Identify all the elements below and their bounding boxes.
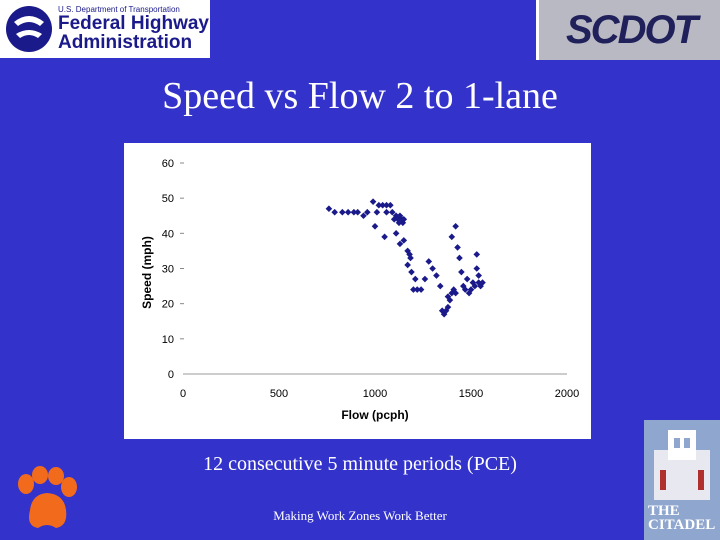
data-point bbox=[475, 272, 482, 279]
data-point bbox=[448, 233, 456, 241]
data-point bbox=[436, 282, 444, 290]
data-point bbox=[465, 289, 473, 297]
data-point bbox=[460, 282, 467, 290]
y-axis-label: Speed (mph) bbox=[140, 236, 154, 309]
data-point bbox=[383, 208, 390, 216]
citadel-line1: THE bbox=[648, 503, 680, 519]
data-point bbox=[421, 275, 429, 283]
x-tick-label: 0 bbox=[180, 388, 186, 400]
data-point bbox=[369, 198, 377, 205]
x-axis-label: Flow (pcph) bbox=[341, 408, 408, 422]
data-point bbox=[452, 223, 459, 230]
data-point bbox=[392, 230, 400, 237]
scdot-text: SCDOT bbox=[566, 7, 698, 52]
data-point bbox=[461, 286, 469, 293]
x-tick-label: 500 bbox=[270, 388, 288, 400]
data-point bbox=[395, 219, 403, 227]
y-tick-label: 60 bbox=[162, 158, 174, 170]
data-point bbox=[438, 307, 446, 314]
data-point bbox=[458, 268, 465, 276]
y-tick-label: 20 bbox=[162, 299, 174, 311]
data-point bbox=[354, 208, 362, 216]
data-point bbox=[425, 258, 433, 265]
data-point bbox=[350, 208, 358, 216]
data-point bbox=[399, 219, 407, 227]
data-point bbox=[479, 279, 486, 286]
data-point bbox=[463, 275, 471, 283]
data-point bbox=[456, 254, 463, 262]
y-tick-label: 10 bbox=[162, 334, 174, 346]
data-point bbox=[364, 208, 371, 216]
data-point bbox=[325, 205, 333, 213]
data-point bbox=[469, 279, 477, 286]
data-point bbox=[477, 282, 484, 290]
data-point bbox=[371, 223, 379, 230]
data-point bbox=[339, 208, 346, 216]
slide-footer: Making Work Zones Work Better bbox=[273, 508, 447, 523]
data-point bbox=[444, 293, 452, 300]
data-point bbox=[375, 201, 383, 209]
fhwa-emblem-icon bbox=[6, 6, 52, 52]
data-point bbox=[331, 208, 338, 216]
data-point bbox=[381, 233, 388, 241]
y-tick-label: 0 bbox=[168, 369, 174, 381]
scdot-logo: SCDOT bbox=[536, 0, 720, 60]
chart-panel: 0 10 20 30 40 50 60 0 500 1000 1500 2000 Flow (pcph)… bbox=[124, 143, 591, 439]
fhwa-line1: Federal Highway bbox=[58, 13, 209, 34]
citadel-tower-icon bbox=[654, 430, 710, 500]
data-point bbox=[344, 208, 352, 216]
data-point bbox=[387, 201, 394, 209]
data-point bbox=[417, 286, 425, 293]
data-point bbox=[396, 212, 404, 220]
citadel-line2: CITADEL bbox=[648, 517, 716, 533]
data-point bbox=[446, 296, 454, 304]
speed-flow-chart: 0 10 20 30 40 50 60 0 500 1000 1500 2000 Flow (pcph)… bbox=[140, 158, 579, 422]
slide-title: Speed vs Flow 2 to 1-lane bbox=[162, 75, 558, 117]
data-point bbox=[442, 307, 450, 314]
fhwa-logo: U.S. Department of Transportation Federa… bbox=[0, 0, 210, 58]
y-tick-label: 40 bbox=[162, 228, 174, 240]
data-point bbox=[473, 251, 481, 258]
data-point bbox=[452, 289, 459, 297]
citadel-logo: THE CITADEL bbox=[644, 420, 720, 540]
data-point bbox=[429, 265, 436, 272]
x-tick-label: 2000 bbox=[555, 388, 579, 400]
data-point bbox=[404, 261, 411, 269]
data-point bbox=[444, 303, 452, 311]
data-point bbox=[412, 275, 419, 283]
y-tick-label: 30 bbox=[162, 264, 174, 276]
x-tick-label: 1000 bbox=[363, 388, 387, 400]
data-point bbox=[454, 244, 461, 251]
data-point bbox=[400, 237, 408, 244]
data-point bbox=[448, 289, 456, 297]
data-point bbox=[392, 212, 400, 220]
slide-subtitle: 12 consecutive 5 minute periods (PCE) bbox=[203, 453, 517, 475]
data-point bbox=[473, 265, 481, 272]
x-tick-label: 1500 bbox=[459, 388, 483, 400]
data-point bbox=[396, 240, 404, 248]
data-point bbox=[373, 208, 381, 216]
fhwa-line2: Administration bbox=[58, 32, 193, 53]
data-point bbox=[388, 208, 396, 216]
data-point bbox=[360, 212, 367, 220]
paw-logo-icon bbox=[18, 466, 77, 528]
data-point bbox=[408, 268, 415, 276]
data-point bbox=[475, 279, 482, 286]
data-point bbox=[410, 286, 417, 293]
data-point bbox=[433, 272, 440, 279]
data-point bbox=[467, 286, 475, 293]
fhwa-department: U.S. Department of Transportation bbox=[58, 5, 180, 14]
data-point bbox=[400, 215, 408, 223]
y-tick-label: 50 bbox=[162, 193, 174, 205]
data-point bbox=[413, 286, 421, 293]
data-point bbox=[471, 282, 479, 290]
